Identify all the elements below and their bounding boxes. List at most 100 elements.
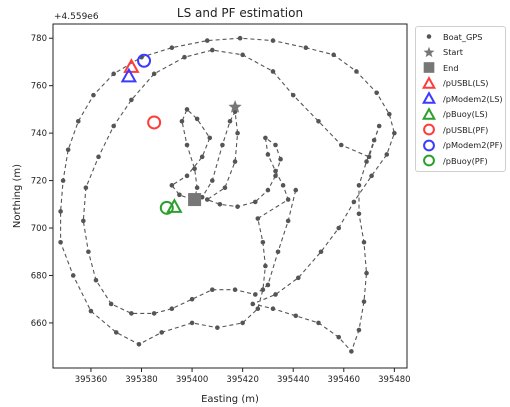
legend-swatch	[421, 75, 437, 89]
gps-point	[295, 275, 301, 281]
gps-point	[182, 54, 187, 60]
gps-point	[220, 142, 225, 148]
x-tick-label: 395460	[328, 375, 360, 385]
legend-marker	[423, 154, 435, 167]
gps-point	[189, 320, 195, 326]
gps-point	[316, 118, 321, 124]
y-axis: 660 680 700 720 740 760 780	[31, 34, 53, 329]
gps-point	[235, 204, 240, 209]
y-tick-label: 720	[31, 177, 47, 187]
legend-label: /pModem2(LS)	[443, 93, 503, 104]
gps-point	[255, 216, 261, 221]
plot-area	[58, 35, 397, 354]
end-marker	[188, 193, 202, 207]
gps-point	[210, 287, 215, 293]
gps-point	[199, 154, 205, 160]
gps-point	[189, 296, 195, 302]
gps-point	[354, 69, 359, 74]
gps-point	[252, 292, 258, 297]
gps-point	[169, 306, 175, 311]
gps-point	[361, 299, 367, 304]
gps-point	[129, 97, 134, 103]
gps-point	[96, 154, 101, 160]
gps-point	[384, 152, 390, 157]
gps-point	[108, 301, 114, 307]
pbuoy-pf-marker	[159, 200, 174, 215]
gps-point	[278, 156, 283, 162]
gps-point	[255, 306, 261, 311]
legend-item: Boat_GPS	[416, 29, 505, 45]
gps-point	[336, 334, 342, 340]
legend-marker	[423, 139, 435, 152]
gps-point	[260, 287, 266, 293]
gps-point	[316, 320, 321, 326]
legend-marker	[426, 34, 432, 40]
legend-swatch	[426, 34, 432, 40]
pmodem2-ls-marker	[120, 67, 138, 83]
legend-item: /pModem2(PF)	[416, 138, 505, 154]
gps-point	[260, 239, 266, 245]
gps-point	[270, 306, 276, 311]
gps-point	[273, 292, 278, 297]
gps-point	[194, 116, 200, 122]
x-tick-label: 395420	[226, 375, 258, 385]
gps-point	[75, 118, 81, 124]
y-tick-label: 740	[31, 129, 47, 139]
gps-point	[356, 211, 362, 217]
gps-point	[331, 52, 336, 58]
legend-label: Start	[443, 47, 464, 58]
gps-point	[58, 209, 63, 214]
gps-point	[252, 199, 258, 205]
gps-point	[336, 225, 342, 231]
legend: Boat_GPS Start End/pUSBL(LS) /pModem2(LS) /p…	[415, 26, 506, 172]
gps-point	[349, 349, 354, 354]
legend-item: /pUSBL(PF)	[416, 122, 505, 138]
gps-point	[275, 249, 281, 255]
gps-point	[151, 311, 157, 316]
plot-frame	[52, 23, 408, 369]
legend-label: Boat_GPS	[443, 31, 483, 42]
start-marker	[228, 100, 242, 113]
legend-marker	[423, 123, 435, 136]
legend-swatch	[423, 154, 435, 167]
gps-point	[204, 38, 210, 43]
x-tick-label: 395380	[125, 375, 157, 385]
x-axis-label: Easting (m)	[201, 394, 259, 405]
pbuoy-ls-marker	[166, 198, 183, 213]
legend-label: /pModem2(PF)	[443, 140, 503, 151]
legend-marker	[423, 46, 435, 57]
gps-point	[235, 130, 240, 136]
gps-point	[273, 142, 278, 148]
gps-point	[240, 320, 245, 326]
gps-point	[356, 327, 362, 333]
gps-point	[374, 90, 379, 96]
gps-point	[204, 197, 210, 202]
y-tick-label: 660	[31, 319, 47, 329]
x-tick-label: 395360	[75, 375, 107, 385]
legend-item: /pBuoy(PF)	[416, 153, 505, 169]
gps-point	[318, 249, 324, 255]
gps-point	[184, 107, 190, 112]
y-offset-label: +4.559e6	[54, 12, 99, 22]
gps-point	[179, 118, 185, 124]
gps-point	[265, 187, 271, 193]
gps-point	[290, 92, 296, 98]
pmodem2-pf-marker	[137, 53, 152, 68]
gps-point	[60, 178, 66, 183]
gps-point	[293, 313, 299, 319]
legend-marker	[423, 62, 435, 74]
gps-point	[194, 185, 200, 190]
gps-point	[356, 183, 362, 188]
gps-point	[217, 202, 223, 207]
gps-point	[159, 330, 165, 335]
legend-item: /pUSBL(LS)	[416, 75, 505, 92]
gps-point	[93, 277, 99, 283]
legend-item: Start	[416, 45, 505, 61]
gps-point	[81, 218, 86, 224]
legend-item: /pModem2(LS)	[416, 91, 505, 107]
y-tick-label: 680	[31, 271, 47, 281]
gps-point	[293, 187, 299, 193]
gps-point	[250, 301, 256, 307]
gps-point	[265, 282, 271, 288]
